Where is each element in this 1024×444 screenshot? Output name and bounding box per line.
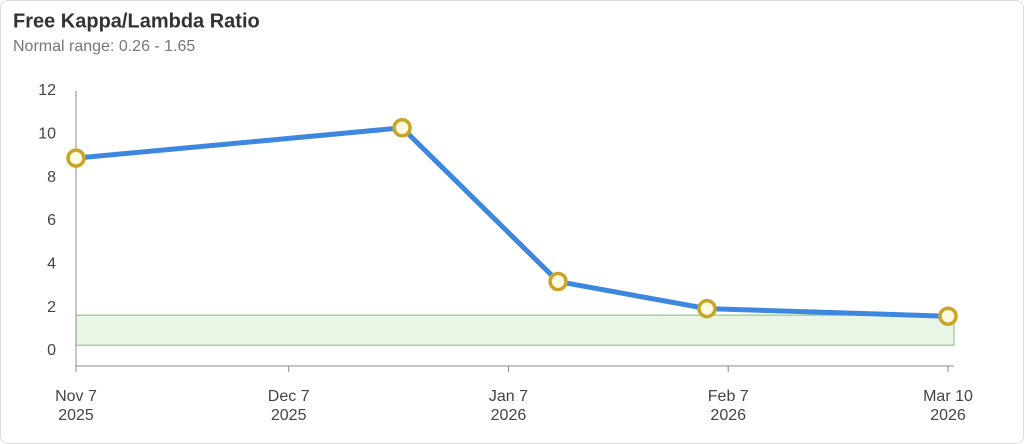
y-tick-label: 8	[47, 169, 56, 186]
data-point	[697, 298, 717, 319]
chart-subtitle: Normal range: 0.26 - 1.65	[13, 38, 195, 55]
data-point	[66, 148, 86, 168]
data-point	[548, 271, 568, 292]
y-tick-label: 2	[47, 299, 56, 316]
x-tick-sublabel: 2025	[58, 407, 94, 424]
x-tick-label: Nov 7	[55, 388, 97, 405]
y-tick-label: 12	[38, 82, 56, 99]
data-line	[73, 125, 951, 319]
y-tick-label: 10	[38, 126, 56, 143]
x-tick-label: Feb 7	[708, 388, 749, 405]
x-tick-sublabel: 2025	[271, 407, 307, 424]
normal-range-band	[75, 314, 955, 346]
x-tick-sublabel: 2026	[491, 407, 527, 424]
x-tick-sublabel: 2026	[930, 407, 966, 424]
data-point	[938, 306, 958, 326]
x-tick-label: Mar 10	[923, 388, 973, 405]
chart-title: Free Kappa/Lambda Ratio	[13, 10, 260, 32]
y-tick-label: 6	[47, 212, 56, 229]
y-tick-label: 0	[47, 342, 56, 359]
y-tick-label: 4	[47, 255, 56, 272]
x-tick-sublabel: 2026	[710, 407, 746, 424]
x-tick-label: Jan 7	[489, 388, 528, 405]
x-tick-label: Dec 7	[268, 388, 310, 405]
data-point	[392, 118, 412, 138]
